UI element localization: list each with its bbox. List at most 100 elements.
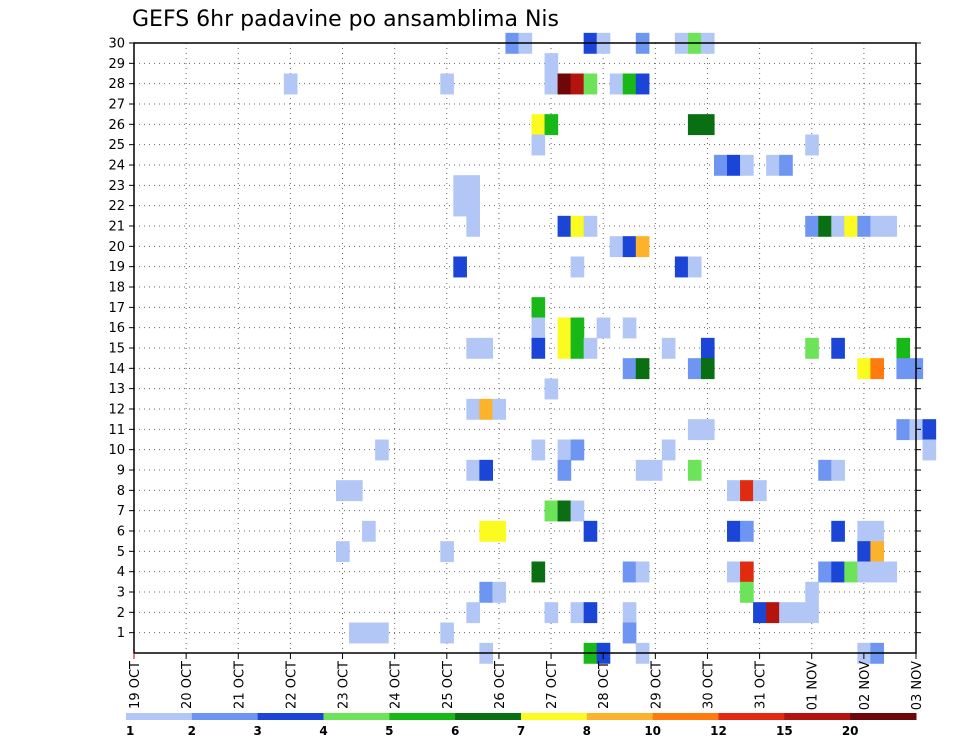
y-tick-label: 13 [108,382,125,397]
y-tick-label: 6 [117,525,125,540]
colorbar-swatch [850,713,917,720]
heatmap-cell [896,419,911,441]
heatmap-cell [818,561,832,583]
heatmap-cell [740,561,754,583]
y-tick-label: 25 [108,138,125,153]
heatmap-cell [870,358,885,380]
y-tick-label: 10 [108,443,125,458]
colorbar-swatch [455,713,522,720]
heatmap-cell [453,175,467,197]
heatmap-cell [531,439,546,461]
colorbar-swatch [718,713,785,720]
heatmap-cell [440,73,454,95]
heatmap-cell [362,622,376,644]
heatmap-cell [622,622,637,644]
heatmap-cell [674,256,689,278]
x-tick-label: 03 NOV [910,661,925,710]
heatmap-cell [635,236,650,258]
heatmap-cell [531,561,546,583]
heatmap-cell [622,236,637,258]
heatmap-cells [283,32,937,664]
heatmap-cell [740,154,754,176]
heatmap-cell [349,480,363,502]
x-axis: 19 OCT 20 OCT 21 OCT 22 OCT 23 OCT 24 OCT 25 O… [128,653,925,710]
x-tick-label: 25 OCT [441,661,456,709]
heatmap-cell [453,256,467,278]
heatmap-cell [883,561,898,583]
colorbar-label: 10 [644,724,661,738]
heatmap-cell [779,602,793,624]
heatmap-cell [570,439,585,461]
heatmap-cell [831,520,845,542]
heatmap-cell [805,337,819,359]
colorbar-label: 8 [583,724,591,738]
heatmap-cell [818,215,832,237]
heatmap-cell [609,73,624,95]
heatmap-cell [857,561,871,583]
heatmap-cell [844,215,858,237]
heatmap-cell [466,398,480,420]
y-axis: 1234567891011121314151617181920212223242… [108,37,921,641]
colorbar-swatch [191,713,259,720]
colorbar-swatch [323,713,390,720]
heatmap-cell [883,215,898,237]
heatmap-cell [349,622,363,644]
heatmap-cell [753,480,767,502]
heatmap-cell [466,337,480,359]
heatmap-cell [544,53,559,75]
heatmap-cell [922,419,937,441]
x-tick-label: 19 OCT [128,661,143,709]
y-tick-label: 24 [108,159,125,174]
heatmap-cell [479,581,494,603]
heatmap-cell [922,439,937,461]
heatmap-cell [570,73,585,95]
heatmap-cell [583,520,598,542]
colorbar-label: 2 [188,724,196,738]
heatmap-cell [870,541,885,563]
heatmap-cell [687,358,702,380]
y-tick-label: 22 [108,199,125,214]
heatmap-cell [466,215,480,237]
heatmap-cell [792,602,806,624]
heatmap-cell [622,561,637,583]
heatmap-cell [805,581,819,603]
x-tick-label: 29 OCT [649,661,664,709]
heatmap-cell [870,520,885,542]
x-tick-label: 30 OCT [701,661,716,709]
heatmap-cell [557,215,572,237]
colorbar-label: 20 [842,724,859,738]
heatmap-cell [661,337,676,359]
colorbar-swatch [586,713,654,720]
heatmap-cell [766,602,780,624]
heatmap-cell [635,358,650,380]
heatmap-cell [700,358,715,380]
heatmap-cell [570,256,585,278]
heatmap-cell [857,358,871,380]
heatmap-cell [479,398,494,420]
x-tick-label: 27 OCT [545,661,560,709]
heatmap-cell [570,215,585,237]
y-tick-label: 1 [117,626,125,641]
y-tick-label: 23 [108,179,125,194]
heatmap-cell [453,195,467,217]
heatmap-cell [831,459,845,481]
y-tick-label: 17 [108,301,125,316]
heatmap-cell [531,297,546,319]
heatmap-cell [700,114,715,136]
heatmap-cell [283,73,298,95]
colorbar-label: 7 [517,724,525,738]
y-tick-label: 15 [108,342,125,357]
x-tick-label: 20 OCT [180,661,195,709]
heatmap-cell [583,73,598,95]
heatmap-cell [687,419,702,441]
heatmap-cell [805,215,819,237]
y-tick-label: 14 [108,362,125,377]
heatmap-cell [544,500,559,522]
y-tick-label: 5 [117,545,125,560]
heatmap-cell [531,317,546,339]
heatmap-cell [583,337,598,359]
heatmap-cell [831,337,845,359]
heatmap-cell [648,459,663,481]
heatmap-cell [557,317,572,339]
heatmap-cell [779,154,793,176]
